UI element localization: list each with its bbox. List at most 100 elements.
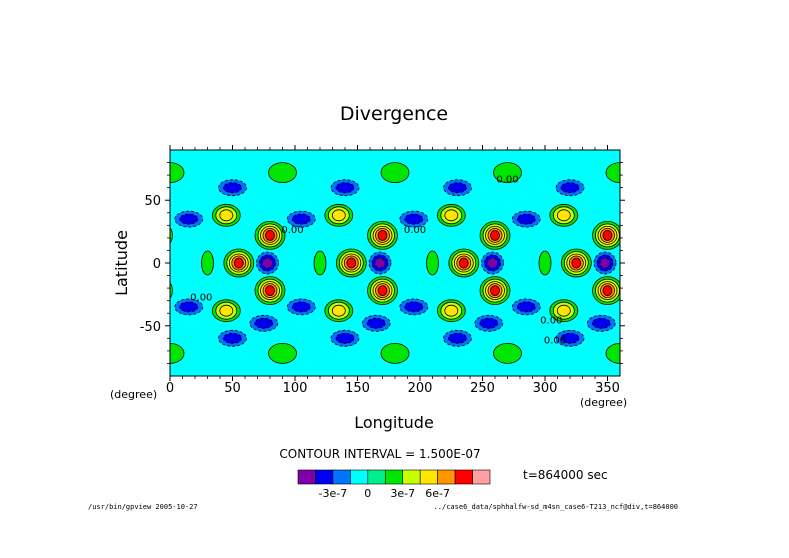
contour-band [404,213,424,225]
y-axis-label: Latitude [112,230,131,296]
contour-band [153,230,162,240]
contour-band [265,229,275,241]
time-label: t=864000 sec [523,468,608,482]
colorbar-label: 0 [364,487,371,500]
x-tick-label: 150 [345,381,370,396]
contour-band [404,301,424,313]
contour-band [493,162,522,184]
contour-band [146,279,170,302]
colorbar-swatch [437,469,456,485]
contour-band [652,251,664,275]
contour-band [602,229,613,241]
contour-band [170,162,185,183]
x-tick-label: 300 [533,381,558,396]
contour-band [380,342,410,364]
contour-label-group: 0.00 0.00 0.00 0.00 0.00 0.00 [190,175,566,347]
contour-band [444,209,459,222]
contour-label: 0.00 [190,293,212,304]
x-axis-unit-right: (degree) [580,396,627,409]
contour-band [265,285,275,297]
x-axis-label: Longitude [354,413,434,432]
contour-band [556,304,571,317]
contour-band [599,257,611,269]
colorbar [297,469,491,485]
contour-band [444,304,459,317]
contour-band [148,226,167,244]
contour-band [625,299,653,315]
contour-band [331,209,346,222]
x-tick-label: 200 [408,381,433,396]
y-tick-label: -50 [140,320,161,335]
colorbar-label: 3e-7 [390,487,415,500]
contour-band [556,209,571,222]
x-tick-label: 250 [470,381,495,396]
contour-label: 0.00 [544,335,566,346]
contour-band [560,182,580,194]
colorbar-swatch [367,469,386,485]
contour-band [538,250,552,276]
contour-band [219,209,234,222]
contour-band [151,284,165,298]
contour-band [151,228,165,242]
contour-band [605,162,620,183]
footer-left: /usr/bin/gpview 2005-10-27 [88,503,198,511]
contour-band [493,342,522,364]
x-tick-label: 100 [283,381,308,396]
contour-band [490,285,500,297]
x-tick-label: 50 [224,381,241,396]
contour-band [223,182,242,194]
contour-band [448,182,467,194]
contour-band [490,229,500,241]
colorbar-swatch [454,469,473,485]
contour-label: 0.00 [540,315,562,326]
x-axis-unit-left: (degree) [110,388,157,401]
contour-band [458,257,469,269]
contour-band [254,317,274,329]
contour-band [179,301,199,313]
contour-band [602,285,613,297]
contour-band [313,250,327,276]
contour-field [146,150,664,376]
colorbar-swatch [315,469,334,485]
contour-band [377,285,388,297]
contour-band [366,317,386,329]
colorbar-label: -3e-7 [319,487,348,500]
contour-band [426,250,439,276]
y-axis: 50 0 -50 [140,162,625,364]
contour-band [331,304,346,317]
contour-band [346,257,357,269]
contour-band [380,162,410,184]
contour-label: 0.00 [281,225,303,236]
contour-band [268,162,297,184]
colorbar-label: 6e-7 [425,487,450,500]
contour-band [591,317,611,329]
contour-band [219,304,234,317]
contour-band [605,343,620,364]
contour-label: 0.00 [496,175,518,186]
colorbar-swatch [419,469,438,485]
contour-band [223,332,242,344]
colorbar-swatch [472,469,491,485]
x-axis: 0 50 100 150 200 250 300 350 [166,145,620,396]
contour-band [630,214,648,224]
contour-band [335,332,355,344]
colorbar-swatch [332,469,351,485]
contour-band [374,257,386,269]
colorbar-labels: -3e-7 0 3e-7 6e-7 [319,487,450,500]
contour-band [630,302,648,312]
contour-band [448,332,467,344]
contour-band [268,342,297,364]
y-tick-label: 0 [153,257,161,272]
colorbar-swatch [384,469,404,485]
contour-band [179,213,199,225]
contour-band [625,211,653,227]
contour-band [516,301,536,313]
contour-band [571,257,582,269]
contour-interval-text: CONTOUR INTERVAL = 1.500E-07 [279,447,480,461]
contour-band [170,282,173,300]
contour-band [560,332,580,344]
contour-band [487,257,498,269]
contour-band [201,250,214,276]
x-tick-label: 350 [595,381,620,396]
